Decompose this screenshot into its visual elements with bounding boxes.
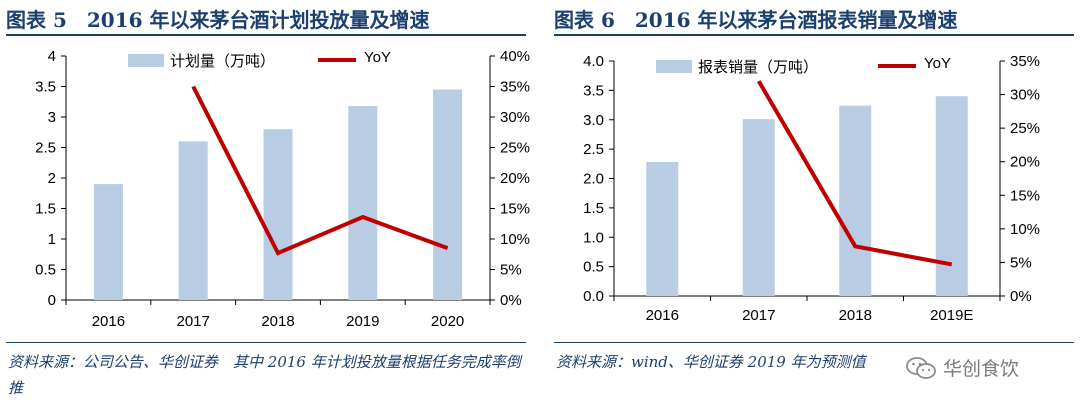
y2-tick-label: 40%	[500, 48, 530, 65]
bar	[178, 141, 208, 300]
bar	[263, 129, 293, 300]
figure-6-panel: 图表 6 2016 年以来茅台酒报表销量及增速 0.0 0.5 1.0 1.5 2.0 2…	[548, 0, 1080, 420]
bar	[742, 119, 775, 296]
x-tick-label: 2019E	[930, 307, 973, 324]
figure-6-title-rule	[554, 34, 1074, 36]
y2-tick-label: 15%	[500, 201, 530, 218]
y-tick-label: 3.0	[583, 112, 604, 129]
watermark-text: 华创食饮	[943, 358, 1020, 380]
x-tick-label: 2017	[177, 313, 210, 330]
y-tick-label: 3	[48, 109, 56, 126]
bar	[935, 96, 968, 296]
y2-tick-label: 5%	[1010, 254, 1032, 271]
y-tick-label: 4	[48, 48, 56, 65]
y-tick-label: 3.5	[583, 82, 604, 99]
figure-5-source: 资料来源：公司公告、华创证券 其中 2016 年计划投放量根据任务完成率倒推	[8, 353, 521, 397]
y-tick-label: 0.5	[35, 262, 56, 279]
y-tick-label: 0.0	[583, 288, 604, 305]
bar	[93, 184, 123, 300]
y2-tick-label: 10%	[1010, 221, 1040, 238]
figure-6-title: 图表 6 2016 年以来茅台酒报表销量及增速	[554, 8, 958, 32]
figure-5-title-rule	[6, 34, 526, 36]
legend-line-label: YoY	[364, 49, 391, 66]
legend-bar-label: 报表销量（万吨）	[698, 59, 818, 76]
y-tick-label: 0.5	[583, 259, 604, 276]
bar	[839, 105, 872, 297]
figure-5-title: 图表 5 2016 年以来茅台酒计划投放量及增速	[6, 8, 430, 32]
wechat-icon	[906, 356, 936, 379]
y2-tick-label: 30%	[1010, 87, 1040, 104]
y-tick-label: 2.5	[583, 141, 604, 158]
x-tick-label: 2017	[742, 307, 775, 324]
y2-tick-label: 10%	[500, 231, 530, 248]
y2-tick-label: 30%	[500, 109, 530, 126]
y-tick-label: 1	[48, 231, 56, 248]
yoy-line	[757, 80, 953, 267]
y2-tick-label: 0%	[1010, 288, 1032, 305]
legend-bar-label: 计划量（万吨）	[170, 53, 275, 70]
bar	[433, 89, 463, 300]
figure-5-bottom-rule	[6, 342, 526, 343]
y-tick-label: 4.0	[583, 53, 604, 70]
y2-tick-label: 5%	[500, 262, 522, 279]
yoy-line	[191, 85, 449, 256]
y2-tick-label: 35%	[1010, 53, 1040, 70]
legend-bar-swatch	[656, 60, 692, 73]
y2-tick-label: 20%	[1010, 154, 1040, 171]
figure-6-source: 资料来源：wind、华创证券 2019 年为预测值	[556, 353, 866, 371]
bar	[348, 106, 378, 301]
x-tick-label: 2018	[839, 307, 872, 324]
y2-tick-label: 15%	[1010, 187, 1040, 204]
bar	[646, 162, 679, 296]
y-tick-label: 1.0	[583, 229, 604, 246]
x-tick-label: 2019	[346, 313, 379, 330]
y-tick-label: 3.5	[35, 79, 56, 96]
figure-6-bottom-rule	[554, 342, 1074, 343]
legend-line-label: YoY	[924, 55, 951, 72]
y-tick-label: 2.0	[583, 171, 604, 188]
y2-tick-label: 25%	[1010, 120, 1040, 137]
x-tick-label: 2016	[646, 307, 679, 324]
legend-bar-swatch	[128, 54, 164, 67]
y2-tick-label: 25%	[500, 140, 530, 157]
y-tick-label: 1.5	[35, 201, 56, 218]
y-tick-label: 2.5	[35, 140, 56, 157]
figure-5-chart: 00.511.522.533.540%5%10%15%20%25%30%35%4…	[35, 48, 530, 330]
watermark: 华创食饮	[905, 354, 1019, 381]
figure-6-chart: 0.0 0.5 1.0 1.5 2.0 2.5 3.0 3.5 4.0 0% 5% 10% 15% 20%…	[583, 53, 1040, 324]
x-tick-label: 2018	[261, 313, 294, 330]
x-tick-label: 2016	[92, 313, 125, 330]
y2-tick-label: 35%	[500, 79, 530, 96]
y-tick-label: 0	[48, 292, 56, 309]
figure-5-panel: 图表 5 2016 年以来茅台酒计划投放量及增速 0 0.5 1 1.5 2 2.5 3 3.…	[6, 8, 530, 397]
x-tick-label: 2020	[431, 313, 464, 330]
y-tick-label: 1.5	[583, 200, 604, 217]
y2-tick-label: 0%	[500, 292, 522, 309]
y-tick-label: 2	[48, 170, 56, 187]
y2-tick-label: 20%	[500, 170, 530, 187]
